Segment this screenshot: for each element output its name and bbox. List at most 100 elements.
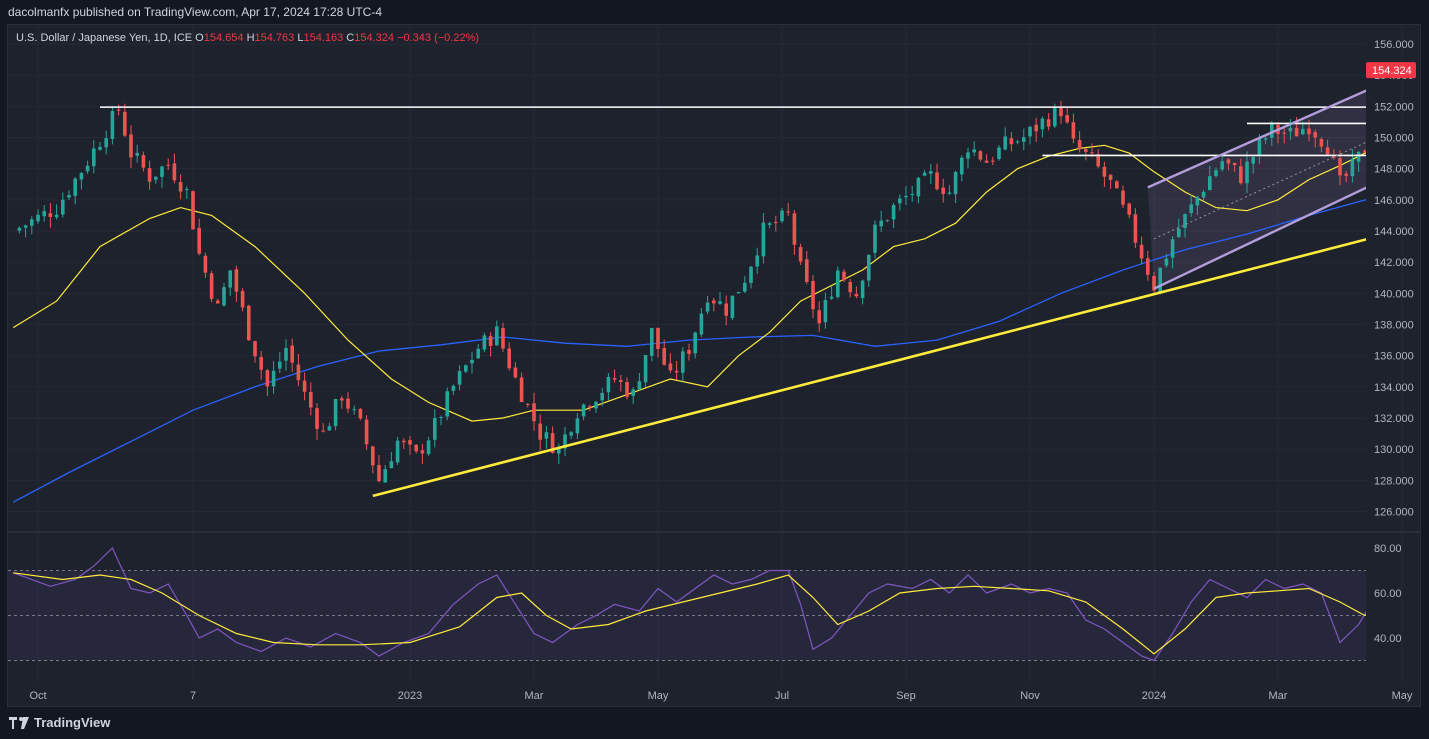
price-tick-label: 134.000	[1374, 382, 1414, 394]
candle-body	[904, 195, 908, 198]
symbol-title[interactable]: U.S. Dollar / Japanese Yen, 1D, ICE	[16, 32, 193, 44]
rsi-tick-label: 80.00	[1374, 543, 1402, 555]
axes: 126.000 128.000 130.000 132.000 134.000 136.0…	[29, 39, 1416, 702]
candle-body	[1059, 107, 1063, 117]
candle-body	[563, 434, 567, 449]
candle-body	[395, 440, 400, 463]
price-pane[interactable]	[12, 25, 1429, 503]
price-gridlines	[8, 25, 1420, 683]
candle-body	[811, 281, 815, 310]
candle-body	[588, 406, 592, 408]
sma-long-line	[12, 199, 1366, 503]
time-tick-label: Jul	[775, 690, 789, 702]
candle-body	[1133, 214, 1138, 243]
candle-body	[836, 270, 840, 297]
time-tick-label: 7	[190, 690, 196, 702]
candle-body	[1084, 149, 1088, 152]
trendline[interactable]	[372, 205, 1429, 498]
candle-body	[749, 266, 753, 283]
candle-body	[1201, 192, 1206, 198]
time-tick-label: Nov	[1020, 690, 1040, 702]
candle-body	[135, 152, 139, 156]
candle-body	[315, 408, 319, 429]
close-value: 154.324	[354, 32, 395, 44]
candle-body	[650, 328, 654, 356]
candle-body	[947, 192, 952, 194]
candle-body	[699, 313, 704, 335]
open-label: O	[195, 32, 204, 44]
channel-mid-line[interactable]	[1153, 75, 1429, 240]
candle-body	[898, 198, 902, 204]
candle-body	[433, 417, 437, 440]
channel-upper-line[interactable]	[1147, 25, 1429, 189]
candle-body	[284, 347, 288, 361]
time-tick-label: 2024	[1142, 690, 1166, 702]
candle-body	[774, 222, 778, 224]
candle-body	[798, 247, 803, 262]
candle-body	[544, 432, 549, 439]
candle-body	[978, 151, 983, 160]
candle-body	[1015, 141, 1020, 143]
candle-body	[1319, 138, 1324, 147]
candle-body	[67, 195, 71, 198]
candle-body	[1282, 132, 1286, 134]
candle-body	[439, 416, 443, 418]
candle-body	[147, 168, 152, 182]
candle-body	[873, 224, 877, 253]
candle-body	[594, 401, 598, 409]
candle-body	[278, 361, 282, 369]
candle-body	[296, 364, 301, 381]
candle-body	[1307, 128, 1311, 135]
candle-body	[346, 398, 350, 409]
candle-body	[166, 164, 170, 166]
high-label: H	[246, 32, 255, 44]
open-value: 154.654	[203, 32, 244, 44]
candle-body	[1003, 136, 1007, 150]
candle-body	[910, 193, 914, 195]
tradingview-logo[interactable]: TradingView	[9, 715, 110, 730]
candle-body	[612, 378, 617, 380]
change-value: −0.343 (−0.22%)	[397, 32, 480, 44]
candle-body	[569, 432, 573, 436]
rsi-pane[interactable]	[12, 546, 1429, 662]
rsi-tick-label: 60.00	[1374, 588, 1402, 600]
candle-body	[693, 332, 697, 354]
candle-body	[116, 109, 121, 111]
candle-body	[1288, 127, 1293, 132]
candle-body	[941, 187, 945, 194]
candle-body	[383, 469, 387, 483]
candle-body	[1313, 132, 1317, 138]
time-tick-label: Mar	[1269, 690, 1288, 702]
candle-body	[829, 296, 834, 299]
candle-body	[885, 220, 890, 222]
time-tick-label: 2023	[398, 690, 422, 702]
candle-body	[606, 376, 611, 393]
candle-body	[98, 146, 102, 150]
candle-body	[79, 172, 84, 180]
candle-body	[61, 199, 65, 215]
candle-body	[1356, 151, 1361, 162]
candle-body	[364, 419, 369, 445]
candle-body	[160, 166, 164, 177]
time-tick-label: May	[648, 690, 669, 702]
candle-body	[420, 450, 425, 454]
candle-body	[48, 213, 53, 218]
channel-lower-line[interactable]	[1153, 123, 1429, 290]
candle-body	[1301, 128, 1305, 135]
candle-body	[203, 255, 208, 273]
candle-body	[228, 270, 232, 288]
candle-body	[557, 446, 561, 454]
candle-body	[265, 370, 270, 387]
time-tick-label: May	[1392, 690, 1413, 702]
candle-body	[253, 341, 257, 357]
candle-body	[1226, 159, 1231, 164]
candle-body	[550, 433, 555, 453]
candle-body	[501, 328, 505, 349]
candle-body	[1077, 140, 1082, 150]
price-tick-label: 146.000	[1374, 195, 1414, 207]
candle-body	[110, 111, 115, 139]
candle-body	[1239, 166, 1243, 184]
candle-body	[681, 351, 685, 373]
candle-body	[222, 287, 226, 306]
